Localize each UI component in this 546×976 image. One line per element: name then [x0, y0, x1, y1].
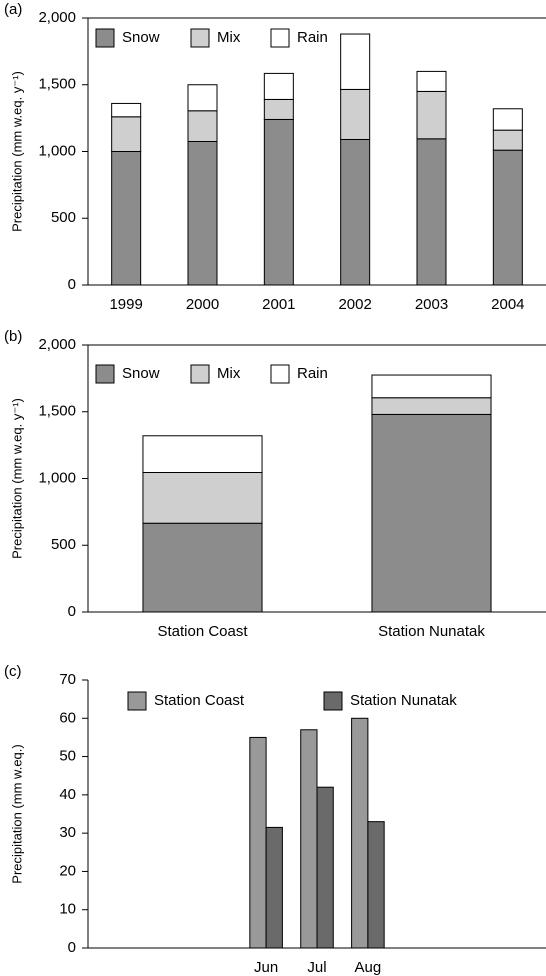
bar-segment: [142, 471, 263, 524]
y-tick-label: 20: [59, 862, 76, 879]
legend-label: Mix: [217, 365, 241, 382]
bar-segment: [111, 102, 142, 118]
bar-segment: [263, 98, 294, 120]
legend-swatch: [323, 691, 343, 711]
x-tick-label: 2004: [491, 296, 524, 313]
x-tick-label: Jul: [307, 959, 326, 976]
x-tick-label: Aug: [355, 959, 382, 976]
legend-label: Mix: [217, 29, 241, 46]
x-tick-label: 2002: [338, 296, 371, 313]
bar-segment: [263, 72, 294, 100]
bar-segment: [340, 138, 371, 286]
y-tick-label: 2,000: [38, 9, 76, 26]
panel-label: (c): [4, 663, 22, 680]
bar-segment: [340, 33, 371, 90]
bar-segment: [492, 129, 523, 151]
bar: [265, 826, 283, 949]
legend-swatch: [95, 364, 115, 384]
bar-segment: [492, 108, 523, 131]
x-tick-label: Station Nunatak: [378, 623, 485, 640]
legend-swatch: [270, 28, 290, 48]
x-tick-label: 2000: [186, 296, 219, 313]
bar-segment: [416, 90, 447, 140]
panel-label: (a): [4, 1, 22, 18]
y-tick-label: 1,000: [38, 142, 76, 159]
legend-label: Station Coast: [154, 692, 245, 709]
x-tick-label: 2003: [415, 296, 448, 313]
bar-segment: [187, 84, 218, 112]
y-tick-label: 2,000: [38, 336, 76, 353]
y-tick-label: 1,500: [38, 76, 76, 93]
bar-segment: [111, 151, 142, 286]
bar-segment: [416, 70, 447, 92]
panel-label: (b): [4, 328, 22, 345]
y-tick-label: 50: [59, 748, 76, 765]
legend-swatch: [190, 28, 210, 48]
y-tick-label: 1,000: [38, 469, 76, 486]
bar-segment: [492, 149, 523, 286]
y-tick-label: 40: [59, 786, 76, 803]
y-tick-label: 70: [59, 671, 76, 688]
y-tick-label: 0: [68, 939, 76, 956]
bar-segment: [371, 413, 492, 613]
legend-swatch: [190, 364, 210, 384]
bar: [351, 717, 369, 949]
y-tick-label: 60: [59, 709, 76, 726]
y-tick-label: 500: [51, 209, 76, 226]
bar: [249, 736, 267, 949]
y-tick-label: 10: [59, 901, 76, 918]
bar-segment: [416, 138, 447, 286]
bar: [300, 729, 318, 949]
legend-swatch: [95, 28, 115, 48]
y-tick-label: 0: [68, 603, 76, 620]
bar-segment: [371, 397, 492, 415]
bar-segment: [340, 88, 371, 140]
bar-segment: [371, 374, 492, 399]
legend-label: Snow: [122, 365, 160, 382]
y-tick-label: 500: [51, 536, 76, 553]
y-tick-label: 0: [68, 276, 76, 293]
bar-segment: [187, 110, 218, 142]
bar: [316, 786, 334, 949]
legend-label: Rain: [297, 365, 328, 382]
legend-label: Rain: [297, 29, 328, 46]
legend-swatch: [270, 364, 290, 384]
legend-swatch: [127, 691, 147, 711]
legend-label: Snow: [122, 29, 160, 46]
bar-segment: [263, 118, 294, 286]
x-tick-label: Station Coast: [157, 623, 248, 640]
x-tick-label: 2001: [262, 296, 295, 313]
y-tick-label: 30: [59, 824, 76, 841]
bar: [367, 821, 385, 949]
bar-segment: [187, 140, 218, 286]
bar-segment: [142, 522, 263, 613]
bar-segment: [142, 435, 263, 473]
x-tick-label: Jun: [254, 959, 278, 976]
y-axis-title: Precipitation (mm w.eq.): [9, 744, 24, 883]
x-tick-label: 1999: [109, 296, 142, 313]
legend-label: Station Nunatak: [350, 692, 457, 709]
y-tick-label: 1,500: [38, 403, 76, 420]
y-axis-title: Precipitation (mm w.eq. y⁻¹): [9, 71, 24, 232]
bar-segment: [111, 116, 142, 152]
y-axis-title: Precipitation (mm w.eq. y⁻¹): [9, 398, 24, 559]
